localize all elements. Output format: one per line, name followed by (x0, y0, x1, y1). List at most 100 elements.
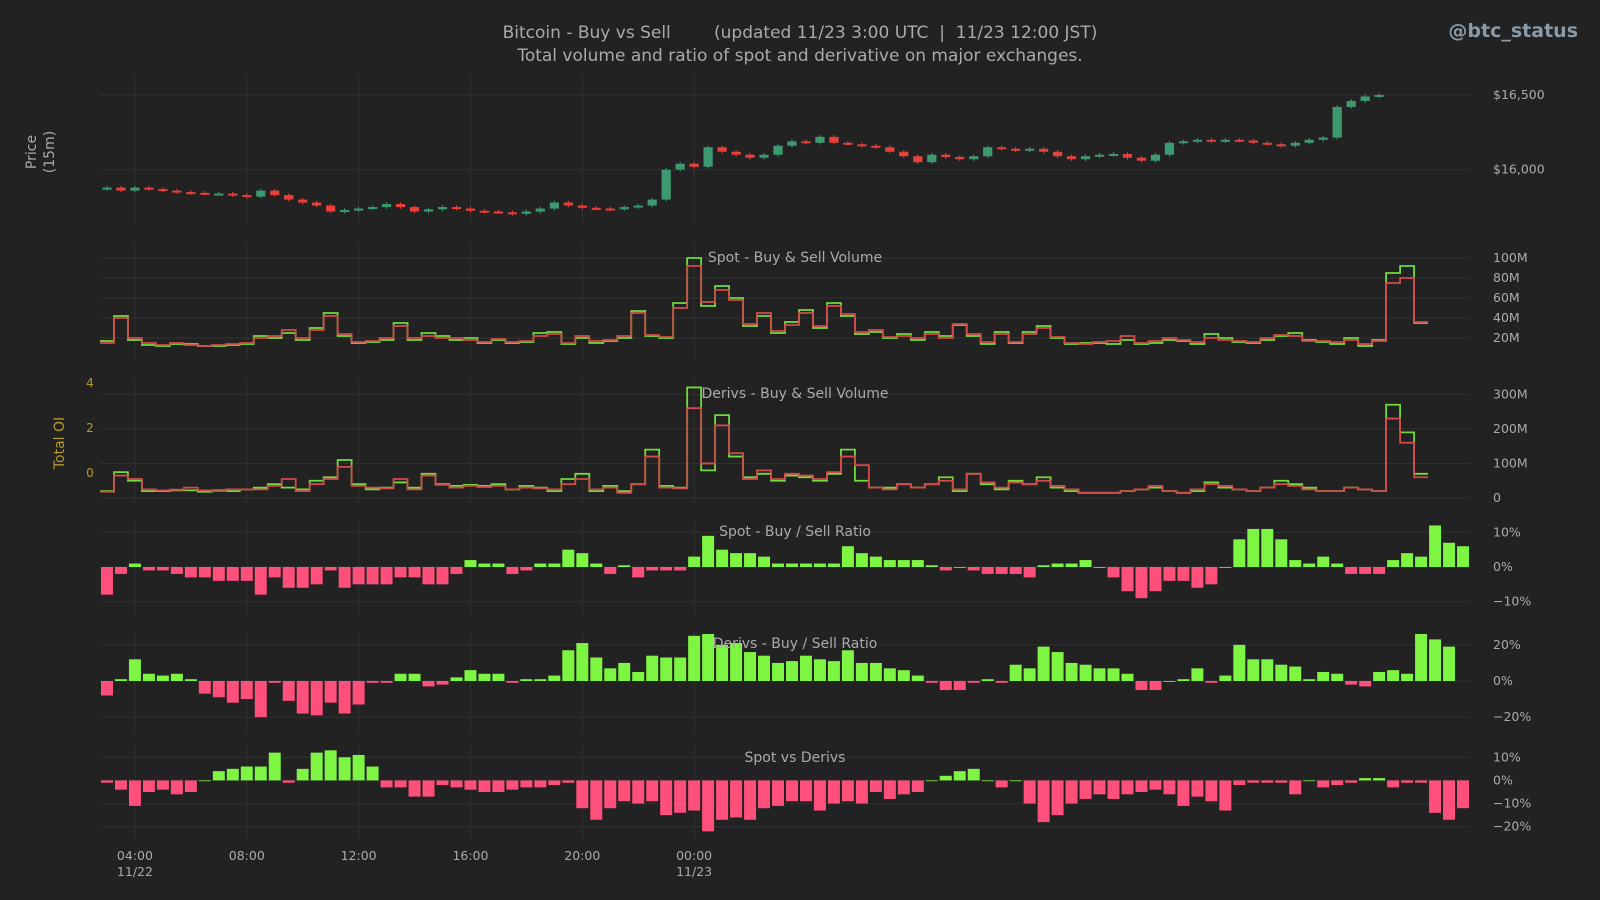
ratio-bar (883, 560, 896, 567)
ratio-bar (925, 565, 938, 567)
candle (270, 190, 280, 196)
ratio-bar (813, 563, 826, 567)
ratio-bar (408, 780, 421, 797)
ratio-bar (1387, 670, 1400, 681)
ratio-bar (1163, 780, 1176, 795)
ratio-bar (310, 567, 323, 585)
y-tick-label: −10% (1493, 594, 1531, 609)
ratio-bar (240, 681, 253, 700)
candle (130, 187, 140, 191)
x-tick-date-label: 11/23 (676, 864, 712, 879)
ratio-bar (128, 780, 141, 806)
x-tick-label: 12:00 (341, 848, 377, 863)
ratio-bar (506, 681, 519, 683)
ratio-bar (1331, 563, 1344, 567)
ratio-bar (408, 567, 421, 578)
ratio-bar (1051, 652, 1064, 681)
ratio-bar (674, 567, 687, 571)
ratio-bar (576, 643, 589, 681)
ratio-bar (1191, 567, 1204, 588)
ratio-bar (1331, 673, 1344, 681)
candle (801, 141, 811, 144)
y-tick-label: 0 (1493, 490, 1501, 505)
ratio-bar (590, 563, 603, 567)
ratio-bar (114, 567, 127, 574)
ratio-bar (1359, 567, 1372, 574)
ratio-bar (1023, 668, 1036, 681)
ratio-bar (366, 681, 379, 683)
panel-title: Spot vs Derivs (745, 750, 846, 766)
ratio-bar (674, 780, 687, 813)
ratio-bar (1233, 539, 1246, 567)
ratio-bar (296, 681, 309, 714)
ratio-bar (1261, 528, 1274, 567)
candle (1234, 139, 1244, 142)
ratio-bar (1163, 681, 1176, 682)
ratio-bar (632, 671, 645, 681)
candle (1178, 141, 1189, 144)
ratio-bar (1037, 780, 1050, 823)
ratio-bar (226, 681, 239, 703)
ratio-bar (646, 655, 659, 681)
ratio-bar (730, 780, 743, 818)
ratio-bar (1121, 780, 1134, 795)
candle (815, 136, 825, 143)
ratio-bar (324, 681, 337, 703)
ratio-bar (352, 567, 365, 585)
ratio-bar (716, 549, 729, 567)
ratio-bar (1135, 681, 1148, 691)
y-tick-label: $16,000 (1493, 162, 1545, 177)
ratio-bar (1037, 565, 1050, 567)
candle (1360, 96, 1370, 101)
candle (1052, 151, 1063, 157)
ratio-bar (981, 679, 994, 681)
ratio-bar (1373, 778, 1386, 781)
ratio-bar (1415, 634, 1428, 681)
ratio-bar (101, 567, 113, 595)
ratio-bar (380, 567, 393, 585)
ratio-bar (1443, 646, 1456, 681)
ratio-bar (702, 780, 715, 832)
series-line-sell (100, 407, 1429, 494)
y-tick-label: 80M (1493, 270, 1520, 285)
ratio-bar (590, 780, 603, 820)
candle (256, 190, 266, 197)
ratio-bar (1093, 780, 1106, 795)
ratio-bar (170, 780, 183, 795)
candle (899, 151, 909, 157)
ratio-bar (1261, 659, 1274, 681)
candle (1039, 148, 1049, 152)
author-handle[interactable]: @btc_status (1448, 20, 1578, 42)
ratio-bar (198, 567, 211, 578)
ratio-bar (1373, 671, 1386, 681)
ratio-bar (1093, 567, 1106, 568)
x-tick-date-label: 11/22 (117, 864, 153, 879)
ratio-bar (478, 673, 491, 681)
candle (1276, 144, 1286, 147)
candle (1220, 139, 1230, 142)
ratio-bar (786, 563, 798, 567)
ratio-bar (688, 635, 701, 681)
candle (969, 156, 979, 160)
series-line-sell (100, 265, 1429, 347)
y-tick-label: 300M (1493, 386, 1528, 401)
ratio-bar (1023, 780, 1036, 804)
candle (507, 212, 518, 215)
series-line-buy (100, 386, 1429, 494)
ratio-bar (953, 567, 966, 568)
panel-title: Derivs - Buy / Sell Ratio (713, 636, 878, 652)
ratio-bar (310, 681, 323, 716)
total-oi-axis-label: Total OI (52, 417, 68, 470)
ratio-bar (939, 775, 952, 781)
candle (395, 204, 406, 208)
ratio-bar (618, 780, 631, 802)
candle (228, 193, 238, 196)
candle (661, 169, 671, 200)
ratio-bar (883, 780, 896, 799)
ratio-bar (1317, 780, 1330, 788)
ratio-bar (841, 780, 854, 802)
ratio-bar (380, 780, 393, 788)
candle (451, 207, 462, 210)
ratio-bar (1009, 780, 1022, 782)
